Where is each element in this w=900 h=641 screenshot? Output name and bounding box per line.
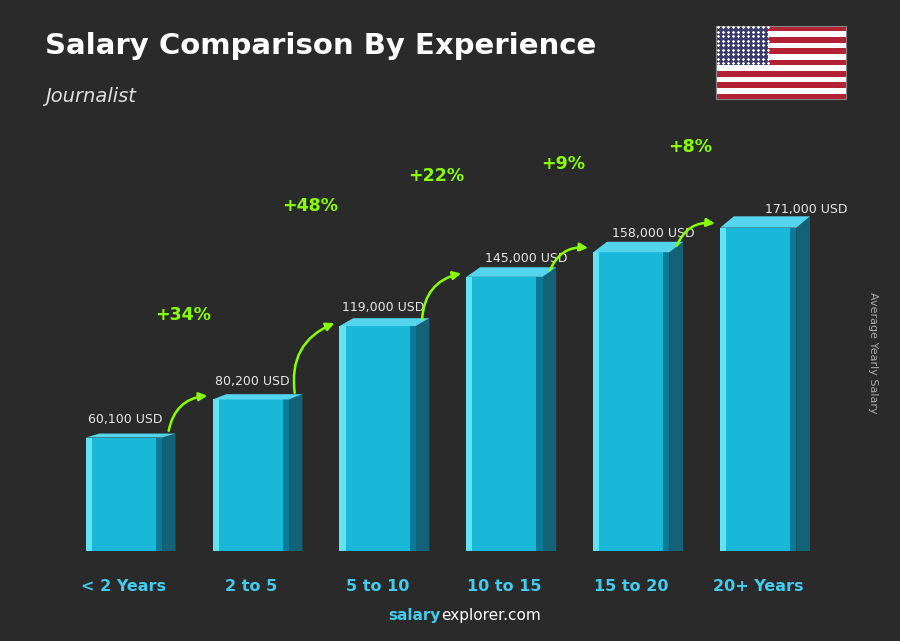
Text: +48%: +48%	[282, 197, 338, 215]
Bar	[283, 399, 289, 551]
Polygon shape	[466, 267, 556, 277]
Polygon shape	[593, 242, 683, 253]
Bar	[716, 71, 846, 77]
Bar	[86, 438, 92, 551]
Bar	[716, 54, 846, 60]
Text: explorer.com: explorer.com	[441, 608, 541, 623]
Bar	[716, 82, 846, 88]
Bar	[716, 26, 846, 31]
Bar	[156, 438, 162, 551]
Polygon shape	[289, 394, 302, 551]
Text: salary: salary	[389, 608, 441, 623]
Bar	[716, 26, 768, 65]
Polygon shape	[162, 433, 176, 551]
Bar	[716, 94, 846, 99]
Text: 5 to 10: 5 to 10	[346, 579, 410, 594]
Polygon shape	[212, 394, 302, 399]
Bar	[663, 253, 670, 551]
Bar	[339, 326, 346, 551]
Bar	[212, 399, 219, 551]
Text: +34%: +34%	[155, 306, 211, 324]
Bar	[716, 77, 846, 82]
Polygon shape	[720, 216, 810, 228]
Text: 20+ Years: 20+ Years	[713, 579, 804, 594]
Text: 60,100 USD: 60,100 USD	[88, 413, 163, 426]
Text: +22%: +22%	[409, 167, 464, 185]
Text: 119,000 USD: 119,000 USD	[342, 301, 425, 314]
Bar	[466, 277, 543, 551]
Polygon shape	[543, 267, 556, 551]
Bar	[212, 399, 289, 551]
Bar	[339, 326, 416, 551]
Text: 171,000 USD: 171,000 USD	[765, 203, 847, 216]
Bar	[790, 228, 796, 551]
Text: +9%: +9%	[542, 154, 585, 173]
Text: Salary Comparison By Experience: Salary Comparison By Experience	[45, 32, 596, 60]
Bar	[466, 277, 472, 551]
Bar	[716, 37, 846, 43]
Bar	[716, 60, 846, 65]
Text: Journalist: Journalist	[45, 87, 136, 106]
Polygon shape	[416, 318, 429, 551]
Polygon shape	[339, 318, 429, 326]
Text: 15 to 20: 15 to 20	[594, 579, 669, 594]
Bar	[410, 326, 416, 551]
Text: Average Yearly Salary: Average Yearly Salary	[868, 292, 878, 413]
Bar	[716, 43, 846, 48]
Bar	[716, 31, 846, 37]
Bar	[593, 253, 670, 551]
Polygon shape	[796, 216, 810, 551]
Text: < 2 Years: < 2 Years	[81, 579, 166, 594]
Polygon shape	[670, 242, 683, 551]
Text: 80,200 USD: 80,200 USD	[215, 374, 290, 388]
Text: 10 to 15: 10 to 15	[467, 579, 542, 594]
Bar	[593, 253, 599, 551]
Bar	[716, 88, 846, 94]
Text: 158,000 USD: 158,000 USD	[612, 228, 695, 240]
Text: 145,000 USD: 145,000 USD	[485, 252, 568, 265]
Text: +8%: +8%	[669, 138, 712, 156]
Polygon shape	[86, 433, 176, 438]
Bar	[720, 228, 796, 551]
Text: 2 to 5: 2 to 5	[224, 579, 277, 594]
Bar	[720, 228, 726, 551]
Bar	[86, 438, 162, 551]
Bar	[536, 277, 543, 551]
Bar	[716, 65, 846, 71]
Bar	[716, 48, 846, 54]
